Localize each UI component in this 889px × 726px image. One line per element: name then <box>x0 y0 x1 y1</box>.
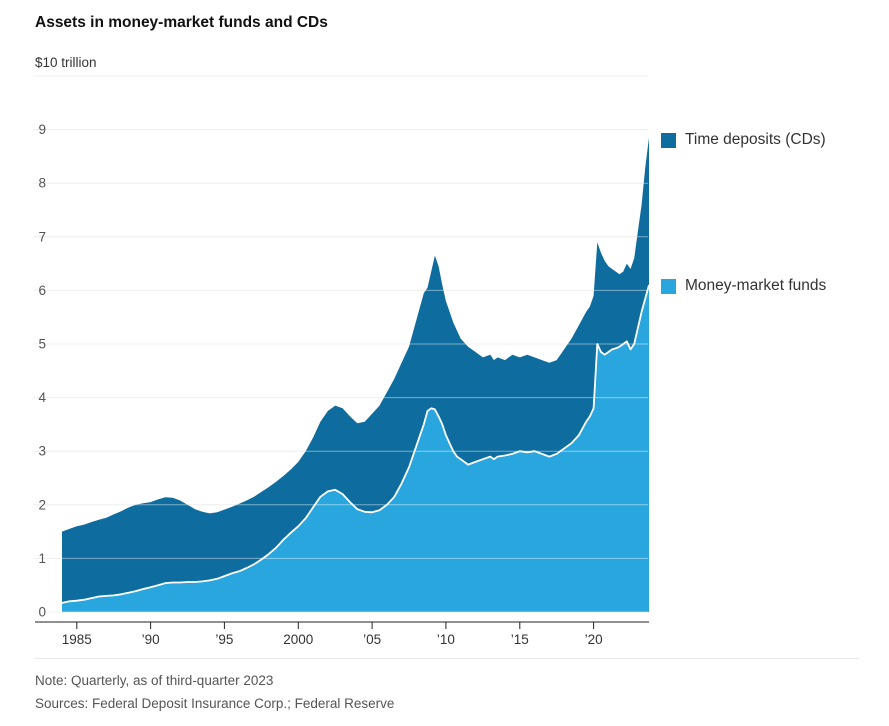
svg-text:’10: ’10 <box>437 632 455 647</box>
chart-sources: Sources: Federal Deposit Insurance Corp.… <box>35 696 395 711</box>
legend-swatch-money-market-funds <box>661 278 676 294</box>
legend-label-time-deposits: Time deposits (CDs) <box>685 131 826 148</box>
svg-text:’20: ’20 <box>585 632 603 647</box>
chart-note: Note: Quarterly, as of third-quarter 202… <box>35 673 274 688</box>
svg-text:8: 8 <box>38 176 46 191</box>
legend-swatch-time-deposits <box>661 132 676 148</box>
legend-item-money-market-funds: Money-market funds <box>661 277 826 295</box>
chart-footer: Note: Quarterly, as of third-quarter 202… <box>35 658 859 715</box>
svg-text:7: 7 <box>38 229 46 244</box>
svg-text:5: 5 <box>38 337 46 352</box>
legend-label-money-market-funds: Money-market funds <box>685 277 827 294</box>
svg-text:3: 3 <box>38 444 46 459</box>
svg-text:1: 1 <box>38 551 46 566</box>
svg-text:’95: ’95 <box>215 632 233 647</box>
svg-text:1985: 1985 <box>62 632 92 647</box>
legend-item-time-deposits: Time deposits (CDs) <box>661 131 826 149</box>
svg-text:’90: ’90 <box>142 632 160 647</box>
svg-text:’15: ’15 <box>511 632 529 647</box>
svg-text:2: 2 <box>38 497 46 512</box>
chart-title: Assets in money-market funds and CDs <box>35 14 328 31</box>
svg-text:2000: 2000 <box>283 632 313 647</box>
svg-text:4: 4 <box>38 390 46 405</box>
svg-text:’05: ’05 <box>363 632 381 647</box>
svg-text:9: 9 <box>38 122 46 137</box>
y-axis-unit-label: $10 trillion <box>35 55 97 70</box>
svg-text:6: 6 <box>38 283 46 298</box>
svg-text:0: 0 <box>38 605 46 620</box>
